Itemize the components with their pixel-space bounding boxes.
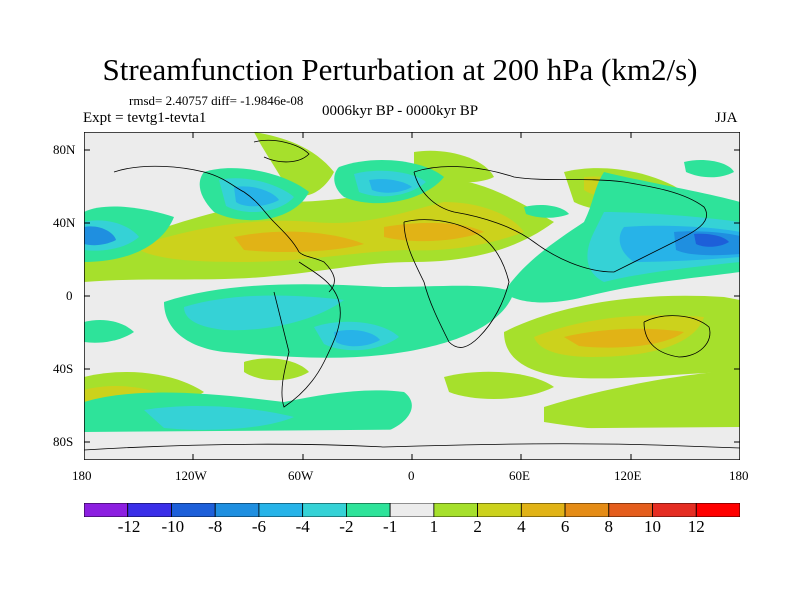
colorbar-tick-label: -4 [295, 517, 310, 536]
colorbar-tick-label: -10 [161, 517, 185, 536]
colorbar-box [608, 502, 653, 518]
colorbar-tick-label: 4 [517, 517, 526, 536]
colorbar-tick-label: 6 [560, 517, 570, 536]
coast-greenland [253, 139, 310, 163]
colorbar-box [214, 502, 260, 518]
colorbar [83, 502, 741, 518]
streamfunction-map [84, 132, 740, 460]
colorbar-tick-label: 1 [429, 517, 439, 536]
colorbar-boxes [83, 502, 741, 518]
experiment-label: Expt = tevtg1-tevta1 [83, 110, 207, 126]
lon-label-180e: 180 [729, 468, 749, 483]
lon-label-180w: 180 [72, 468, 92, 483]
lat-label-80n: 80N [53, 142, 76, 157]
colorbar-box [171, 502, 216, 518]
lon-label-60w: 60W [288, 468, 314, 483]
colorbar-box [345, 502, 391, 518]
colorbar-tick-label: -8 [208, 517, 223, 536]
colorbar-box [652, 502, 697, 518]
map-title: Streamfunction Perturbation at 200 hPa (… [102, 52, 698, 87]
colorbar-box [433, 502, 478, 518]
colorbar-tick-label: -2 [339, 517, 354, 536]
coast-antarctica [84, 443, 740, 451]
coast-north-america [113, 165, 335, 293]
period-label: 0006kyr BP - 0000kyr BP [322, 103, 479, 119]
colorbar-box [477, 502, 522, 518]
lon-label-60e: 60E [509, 468, 530, 483]
map-panel [84, 132, 740, 460]
colorbar-box [564, 502, 610, 518]
coastlines [84, 139, 740, 451]
lat-label-eq: 0 [66, 288, 73, 303]
lat-label-40s: 40S [53, 361, 74, 376]
colorbar-tick-label: -6 [251, 517, 266, 536]
coast-africa [403, 219, 510, 348]
rmsd-stats: rmsd= 2.40757 diff= -1.9846e-08 [129, 93, 304, 108]
colorbar-tick-label: -12 [117, 517, 141, 536]
negative-anomaly-regions [84, 159, 740, 460]
coast-australia [643, 315, 711, 358]
lat-label-80s: 80S [53, 434, 74, 449]
colorbar-box [389, 502, 435, 518]
lat-label-40n: 40N [53, 215, 76, 230]
colorbar-box [695, 502, 741, 518]
colorbar-tick-label: -1 [383, 517, 398, 536]
colorbar-tick-label: 12 [687, 517, 705, 536]
colorbar-tick-label: 8 [604, 517, 614, 536]
colorbar-tick-label: 2 [473, 517, 482, 536]
colorbar-box [520, 502, 566, 518]
colorbar-box [83, 502, 129, 518]
coast-eurasia [413, 166, 707, 273]
lon-label-120e: 120E [614, 468, 642, 483]
colorbar-box [302, 502, 347, 518]
lon-label-120w: 120W [175, 468, 207, 483]
season-label: JJA [715, 110, 738, 126]
coast-south-america [273, 261, 341, 408]
lon-label-0: 0 [408, 468, 415, 483]
colorbar-tick-label: 10 [644, 517, 662, 536]
map-ticks [84, 132, 740, 460]
colorbar-box [258, 502, 304, 518]
colorbar-box [127, 502, 172, 518]
